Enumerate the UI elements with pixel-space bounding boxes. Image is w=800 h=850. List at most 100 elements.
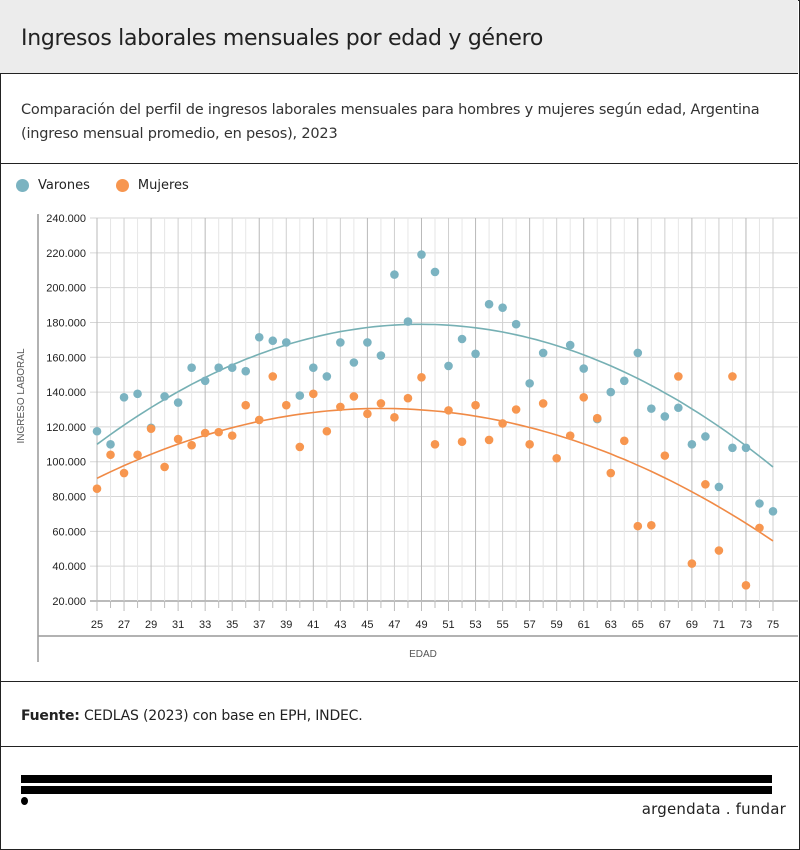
point-varones[interactable] (579, 364, 589, 373)
point-varones[interactable] (728, 443, 737, 453)
point-varones[interactable] (660, 412, 670, 421)
point-mujeres[interactable] (538, 399, 548, 408)
point-varones[interactable] (254, 332, 264, 342)
point-mujeres[interactable] (119, 468, 129, 478)
point-mujeres[interactable] (728, 372, 737, 381)
point-varones[interactable] (173, 398, 183, 407)
point-varones[interactable] (457, 334, 467, 344)
point-varones[interactable] (363, 338, 372, 347)
point-mujeres[interactable] (268, 372, 278, 381)
point-mujeres[interactable] (552, 453, 561, 463)
point-mujeres[interactable] (633, 521, 643, 531)
point-varones[interactable] (227, 363, 237, 373)
point-varones[interactable] (403, 317, 413, 326)
point-varones[interactable] (565, 340, 575, 350)
point-varones[interactable] (187, 363, 196, 373)
point-mujeres[interactable] (417, 372, 426, 382)
point-varones[interactable] (133, 389, 142, 399)
point-varones[interactable] (376, 351, 386, 360)
point-mujeres[interactable] (349, 392, 359, 401)
point-mujeres[interactable] (295, 442, 305, 452)
point-mujeres[interactable] (146, 424, 156, 433)
point-varones[interactable] (525, 379, 534, 388)
point-mujeres[interactable] (457, 437, 467, 447)
point-varones[interactable] (295, 391, 305, 400)
point-varones[interactable] (647, 404, 656, 413)
point-mujeres[interactable] (227, 431, 237, 440)
point-mujeres[interactable] (511, 405, 521, 414)
point-mujeres[interactable] (471, 400, 480, 410)
legend-item-mujeres[interactable]: Mujeres (115, 178, 189, 193)
point-varones[interactable] (390, 270, 399, 279)
point-varones[interactable] (200, 376, 210, 386)
point-varones[interactable] (471, 349, 480, 359)
point-varones[interactable] (511, 319, 521, 329)
point-varones[interactable] (268, 336, 278, 346)
point-mujeres[interactable] (173, 434, 183, 444)
point-mujeres[interactable] (498, 419, 507, 428)
point-varones[interactable] (741, 443, 751, 453)
point-varones[interactable] (349, 358, 359, 367)
point-varones[interactable] (119, 393, 129, 402)
legend-item-varones[interactable]: Varones (16, 178, 90, 193)
point-mujeres[interactable] (281, 400, 291, 410)
point-varones[interactable] (281, 338, 291, 347)
point-mujeres[interactable] (92, 484, 102, 494)
point-mujeres[interactable] (133, 450, 142, 460)
point-varones[interactable] (417, 250, 426, 259)
point-mujeres[interactable] (647, 520, 656, 530)
point-mujeres[interactable] (579, 393, 589, 402)
point-mujeres[interactable] (741, 581, 751, 590)
point-mujeres[interactable] (363, 409, 372, 419)
point-varones[interactable] (430, 267, 440, 277)
point-varones[interactable] (687, 440, 697, 449)
point-varones[interactable] (484, 299, 494, 309)
point-mujeres[interactable] (714, 546, 724, 555)
point-mujeres[interactable] (701, 480, 710, 489)
point-varones[interactable] (538, 348, 548, 358)
point-varones[interactable] (606, 387, 616, 397)
point-varones[interactable] (714, 482, 724, 492)
point-varones[interactable] (92, 426, 102, 436)
point-mujeres[interactable] (592, 413, 602, 423)
point-varones[interactable] (241, 366, 251, 376)
point-mujeres[interactable] (403, 393, 413, 403)
point-varones[interactable] (309, 363, 318, 373)
point-mujeres[interactable] (525, 440, 534, 449)
point-varones[interactable] (214, 363, 223, 373)
point-mujeres[interactable] (309, 389, 318, 399)
point-mujeres[interactable] (336, 402, 345, 412)
point-mujeres[interactable] (376, 399, 386, 408)
point-mujeres[interactable] (660, 451, 670, 460)
point-mujeres[interactable] (444, 406, 453, 415)
point-mujeres[interactable] (430, 440, 440, 449)
point-varones[interactable] (498, 303, 507, 312)
point-varones[interactable] (106, 440, 115, 449)
point-mujeres[interactable] (160, 462, 169, 472)
point-mujeres[interactable] (619, 436, 629, 446)
point-mujeres[interactable] (241, 400, 251, 410)
point-varones[interactable] (633, 348, 643, 358)
point-mujeres[interactable] (254, 415, 264, 425)
point-varones[interactable] (755, 499, 764, 508)
point-mujeres[interactable] (106, 450, 115, 460)
point-mujeres[interactable] (484, 435, 494, 445)
point-mujeres[interactable] (214, 427, 223, 437)
point-mujeres[interactable] (755, 523, 764, 533)
point-varones[interactable] (322, 372, 332, 381)
point-mujeres[interactable] (390, 413, 399, 422)
point-varones[interactable] (674, 403, 683, 413)
point-mujeres[interactable] (606, 468, 616, 478)
point-varones[interactable] (160, 392, 169, 401)
point-varones[interactable] (444, 361, 453, 371)
point-mujeres[interactable] (187, 440, 196, 450)
point-varones[interactable] (619, 376, 629, 386)
point-varones[interactable] (701, 432, 710, 441)
point-mujeres[interactable] (687, 559, 697, 568)
point-mujeres[interactable] (674, 372, 683, 381)
point-mujeres[interactable] (200, 428, 210, 438)
point-varones[interactable] (336, 338, 345, 347)
point-mujeres[interactable] (322, 426, 332, 436)
point-mujeres[interactable] (565, 431, 575, 440)
point-varones[interactable] (768, 507, 778, 516)
